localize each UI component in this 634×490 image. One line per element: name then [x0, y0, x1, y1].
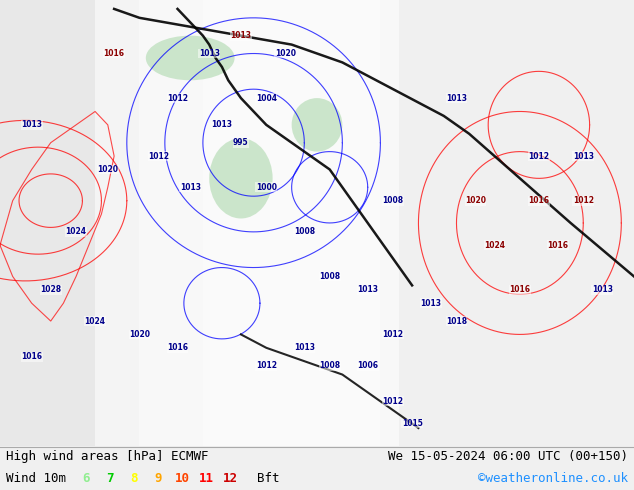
Text: 1000: 1000: [256, 183, 277, 192]
Text: 1012: 1012: [382, 397, 404, 406]
Text: ©weatheronline.co.uk: ©weatheronline.co.uk: [477, 472, 628, 486]
Text: 1013: 1013: [179, 183, 201, 192]
Text: 1012: 1012: [528, 151, 550, 161]
Text: 1008: 1008: [382, 196, 404, 205]
Text: 1012: 1012: [256, 361, 277, 370]
Text: Wind 10m: Wind 10m: [6, 472, 67, 486]
Text: 10: 10: [174, 472, 190, 486]
Text: 1024: 1024: [484, 241, 505, 250]
Text: 11: 11: [198, 472, 214, 486]
Text: 1012: 1012: [382, 330, 404, 339]
Text: 1016: 1016: [528, 196, 550, 205]
Text: 1008: 1008: [319, 361, 340, 370]
FancyBboxPatch shape: [203, 0, 380, 446]
Text: 1013: 1013: [573, 151, 594, 161]
Text: 1020: 1020: [465, 196, 486, 205]
Text: 1024: 1024: [84, 317, 106, 325]
Text: 1016: 1016: [103, 49, 125, 58]
Text: 1016: 1016: [547, 241, 569, 250]
Text: 1008: 1008: [319, 272, 340, 281]
Text: 8: 8: [130, 472, 138, 486]
Text: 1013: 1013: [230, 31, 252, 40]
Text: 1020: 1020: [97, 165, 119, 174]
Text: High wind areas [hPa] ECMWF: High wind areas [hPa] ECMWF: [6, 450, 209, 463]
Text: 1013: 1013: [446, 94, 467, 102]
Text: 1013: 1013: [294, 343, 315, 352]
Text: 1013: 1013: [198, 49, 220, 58]
Ellipse shape: [146, 36, 235, 80]
FancyBboxPatch shape: [95, 0, 399, 446]
Text: 1013: 1013: [592, 285, 613, 294]
Text: 995: 995: [233, 138, 249, 147]
Text: 1020: 1020: [129, 330, 150, 339]
Text: 6: 6: [82, 472, 89, 486]
Text: 7: 7: [106, 472, 113, 486]
Text: 12: 12: [223, 472, 238, 486]
Text: 1020: 1020: [275, 49, 296, 58]
Text: 1012: 1012: [148, 151, 169, 161]
Text: 1013: 1013: [21, 121, 42, 129]
Ellipse shape: [209, 138, 273, 219]
Text: 1013: 1013: [420, 299, 442, 308]
Text: 1012: 1012: [167, 94, 188, 102]
FancyBboxPatch shape: [0, 0, 139, 446]
Text: 1016: 1016: [509, 285, 531, 294]
Ellipse shape: [292, 98, 342, 151]
Text: We 15-05-2024 06:00 UTC (00+150): We 15-05-2024 06:00 UTC (00+150): [387, 450, 628, 463]
Text: 1018: 1018: [446, 317, 467, 325]
Text: 1028: 1028: [40, 285, 61, 294]
Text: 1004: 1004: [256, 94, 277, 102]
Text: 1013: 1013: [211, 121, 233, 129]
Text: 1012: 1012: [573, 196, 594, 205]
Text: 1024: 1024: [65, 227, 87, 236]
Text: 1008: 1008: [294, 227, 315, 236]
Text: 1015: 1015: [402, 419, 422, 428]
Text: 9: 9: [154, 472, 162, 486]
Text: Bft: Bft: [257, 472, 280, 486]
Text: 1013: 1013: [357, 285, 378, 294]
Text: 1016: 1016: [21, 352, 42, 361]
Text: 1006: 1006: [357, 361, 378, 370]
Text: 1016: 1016: [167, 343, 188, 352]
